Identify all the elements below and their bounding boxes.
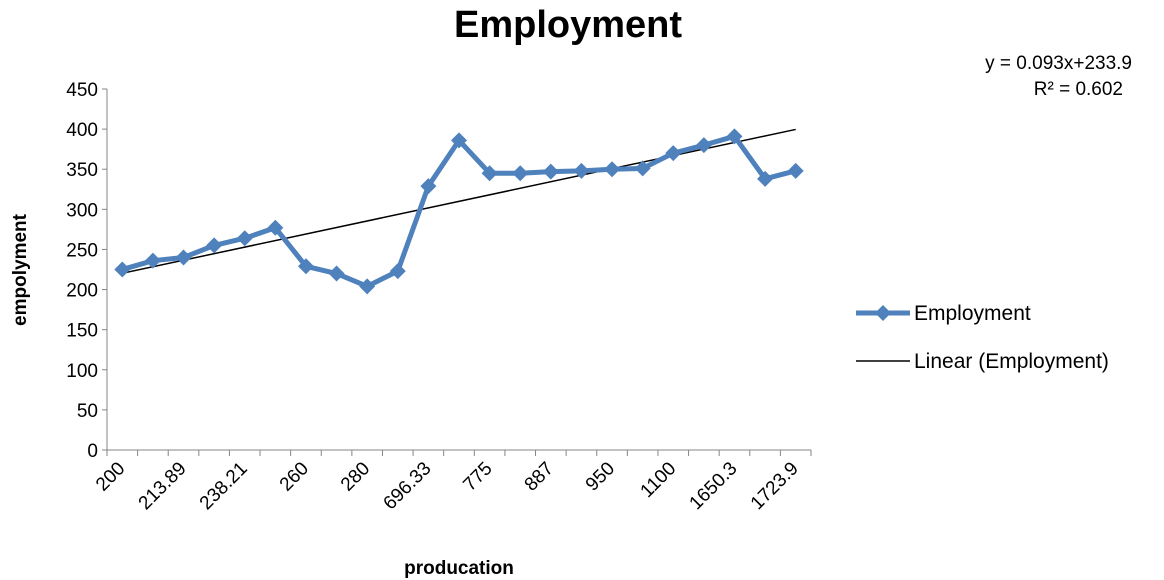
employment-point (665, 145, 682, 162)
employment-point (604, 161, 621, 178)
x-tick-label: 887 (521, 458, 558, 495)
y-tick-label: 300 (66, 200, 98, 221)
employment-series (114, 128, 804, 295)
employment-point (175, 249, 192, 266)
employment-point (787, 162, 804, 179)
y-tick-label: 200 (66, 281, 98, 302)
employment-point (144, 252, 161, 269)
employment-point (757, 170, 774, 187)
y-tick-label: 450 (66, 80, 98, 101)
legend: Employment Linear (Employment) (856, 302, 1109, 373)
chart-title: Employment (453, 4, 683, 46)
y-tick-label: 250 (66, 240, 98, 261)
employment-point (359, 278, 376, 295)
employment-point (389, 263, 406, 280)
trendline (122, 128, 796, 275)
employment-point (542, 163, 559, 180)
x-tick-label: 200 (92, 458, 129, 495)
x-tick-label: 696.33 (380, 458, 436, 514)
x-tick-label: 280 (337, 458, 374, 495)
employment-point (267, 219, 284, 236)
x-tick-label: 950 (582, 458, 619, 495)
trend-equation: y = 0.093x+233.9 (985, 53, 1132, 74)
employment-point (512, 165, 529, 182)
employment-point (114, 261, 131, 278)
x-axis-title: producation (404, 558, 514, 579)
employment-point (236, 230, 253, 247)
x-tick-label: 260 (276, 458, 313, 495)
legend-employment-label: Employment (914, 302, 1031, 325)
y-axis: 0 50 100 150 200 250 300 350 400 450 (66, 80, 108, 462)
legend-linear-label: Linear (Employment) (914, 350, 1109, 373)
employment-line (121, 133, 797, 289)
x-tick-label: 1650.3 (686, 458, 742, 514)
employment-point (695, 137, 712, 154)
employment-point (573, 162, 590, 179)
x-tick-label: 238.21 (196, 458, 252, 514)
y-axis-title: empolyment (10, 213, 31, 326)
legend-employment-marker (875, 305, 891, 321)
y-tick-label: 150 (66, 321, 98, 342)
r-squared: R² = 0.602 (1034, 79, 1123, 100)
employment-point (328, 265, 345, 282)
y-tick-label: 50 (77, 401, 98, 422)
y-tick-label: 400 (66, 120, 98, 141)
employment-point (634, 160, 651, 177)
employment-point (726, 128, 743, 145)
x-tick-label: 1100 (637, 458, 681, 502)
x-tick-label: 775 (459, 458, 496, 495)
x-axis: 200 213.89 238.21 260 280 696.33 775 887 950 1100… (92, 449, 812, 514)
employment-point (481, 165, 498, 182)
employment-point (420, 178, 437, 195)
employment-point (206, 237, 223, 254)
trendline-line (122, 128, 796, 275)
employment-point (297, 258, 314, 275)
employment-point (451, 132, 467, 149)
y-tick-label: 100 (66, 361, 98, 382)
y-tick-label: 350 (66, 160, 98, 181)
x-tick-label: 213.89 (135, 458, 191, 514)
x-tick-label: 1723.9 (747, 458, 803, 514)
y-tick-label: 0 (87, 441, 98, 462)
